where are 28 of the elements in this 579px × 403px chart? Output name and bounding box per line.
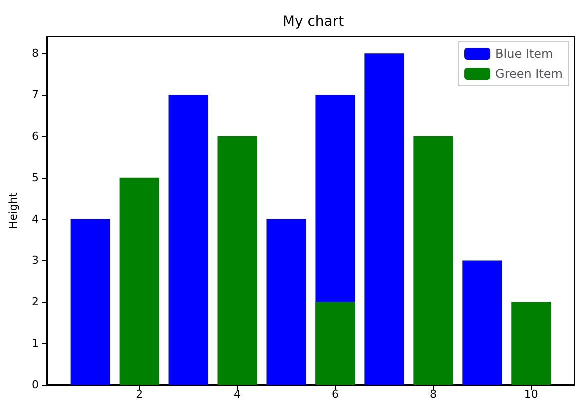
x-tick-label: 4 — [234, 388, 242, 401]
x-tick-label: 6 — [332, 388, 339, 401]
y-tick-label: 3 — [32, 254, 39, 268]
y-tick-label: 6 — [32, 130, 39, 143]
bar — [120, 178, 160, 385]
y-axis-title: Height — [7, 192, 20, 230]
bar — [218, 136, 258, 385]
bar — [512, 302, 552, 385]
chart-title: My chart — [282, 14, 345, 30]
bar — [364, 54, 404, 385]
y-tick-label: 7 — [32, 88, 39, 102]
bar — [414, 136, 454, 385]
bar — [316, 302, 356, 385]
y-tick-label: 8 — [32, 47, 39, 60]
y-tick-label: 0 — [32, 378, 39, 392]
bar — [266, 219, 306, 385]
y-tick-label: 5 — [32, 171, 39, 184]
y-tick-label: 4 — [32, 212, 39, 226]
x-tick-label: 2 — [136, 388, 144, 401]
x-tick-label: 8 — [430, 388, 437, 401]
y-tick-label: 1 — [32, 337, 39, 350]
legend-label: Blue Item — [496, 47, 554, 61]
y-tick-label: 2 — [32, 296, 39, 309]
bar — [462, 260, 502, 385]
bar — [168, 95, 208, 385]
bar — [70, 219, 110, 385]
x-tick-label: 10 — [524, 388, 538, 401]
legend-label: Green Item — [496, 67, 564, 81]
